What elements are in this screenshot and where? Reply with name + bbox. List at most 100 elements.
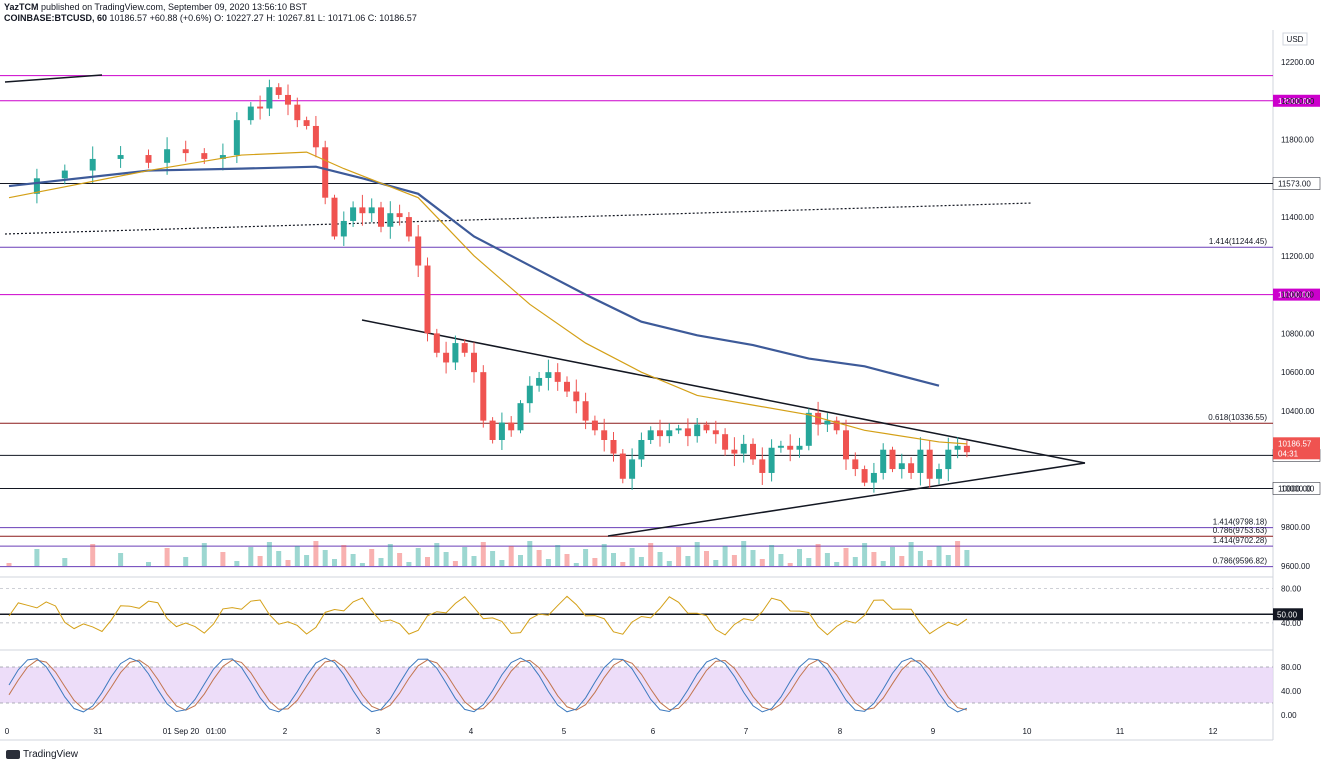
volume-bar <box>787 563 793 566</box>
level-tag-1 <box>1273 94 1320 107</box>
candle <box>777 445 784 448</box>
candle <box>526 385 533 404</box>
volume-bar <box>890 547 895 566</box>
currency-box <box>1282 32 1308 46</box>
candle <box>833 420 840 431</box>
price-tick-4: 11200.00 <box>1281 252 1314 261</box>
volume-bar <box>871 552 877 566</box>
rsi-level-label: 50.00 <box>1277 610 1298 619</box>
volume-bar <box>164 548 170 566</box>
candle <box>164 149 171 163</box>
rsi-tick-1: 40.00 <box>1281 619 1302 628</box>
candle <box>396 213 403 218</box>
volume-bar <box>518 555 523 566</box>
candle <box>461 343 468 353</box>
price-change: +60.88 (+0.6%) <box>149 13 212 23</box>
rsi-tick-0: 80.00 <box>1281 585 1302 594</box>
candle <box>350 207 357 221</box>
volume-bar <box>676 547 682 566</box>
candle <box>233 120 240 156</box>
volume-bar <box>927 560 933 566</box>
price-tick-0: 12200.00 <box>1281 58 1315 67</box>
volume-bar <box>443 552 449 566</box>
volume-bar <box>694 542 700 566</box>
candle <box>619 453 626 479</box>
price-tick-8: 10400.00 <box>1281 407 1315 416</box>
volume-bar <box>797 549 802 566</box>
candle <box>471 352 477 373</box>
last-price-label: 10186.57 <box>1278 439 1312 448</box>
level-tag-label-1: 12000.00 <box>1278 97 1312 106</box>
symbol-label[interactable]: COINBASE:BTCUSD, 60 <box>4 13 108 23</box>
candle <box>387 213 394 227</box>
volume-bar <box>741 541 747 566</box>
volume-bar <box>257 556 263 566</box>
price-tick-9: 10000.00 <box>1281 484 1315 493</box>
volume-bar <box>862 543 868 566</box>
volume-bar <box>964 550 970 566</box>
candle <box>917 449 924 473</box>
candle <box>378 207 384 227</box>
volume-bar <box>406 562 412 566</box>
volume-bar <box>834 562 840 566</box>
volume-bar <box>146 562 151 566</box>
candle <box>312 125 319 148</box>
moving-average-slow <box>8 165 940 387</box>
candle <box>936 469 942 479</box>
tradingview-logo[interactable]: TradingView <box>6 749 78 760</box>
level-label-9: 0.786(9753.63) <box>1213 526 1268 535</box>
candle <box>285 94 291 105</box>
candle <box>405 217 412 237</box>
volume-bar <box>452 561 458 566</box>
volume-bar <box>415 548 421 566</box>
candle <box>275 87 282 95</box>
volume-bar <box>118 553 124 566</box>
published-info: published on TradingView.com, September … <box>41 2 308 12</box>
candle <box>684 428 691 437</box>
currency-label: USD <box>1287 35 1304 44</box>
countdown-label: 04:31 <box>1278 449 1299 458</box>
volume-bar <box>471 556 477 566</box>
volume-bar <box>666 561 672 566</box>
candle <box>545 372 552 378</box>
volume-bar <box>611 553 616 566</box>
candle <box>675 428 682 431</box>
volume-bar <box>6 563 12 566</box>
candle <box>303 120 310 126</box>
time-tick-5: 3 <box>376 727 381 736</box>
candle <box>824 420 831 425</box>
volume-bar <box>397 553 403 566</box>
time-tick-2: 01 Sep 20 <box>163 727 200 736</box>
candle <box>424 265 431 334</box>
price-tick-2: 11800.00 <box>1281 136 1314 145</box>
candle <box>117 155 124 159</box>
level-tag-2 <box>1272 177 1321 190</box>
volume-bar <box>304 555 310 566</box>
volume-bar <box>369 549 375 566</box>
candle <box>908 463 915 473</box>
volume-bar <box>657 552 663 566</box>
candle <box>694 424 701 437</box>
stoch-k-line <box>8 657 968 713</box>
candle <box>740 443 747 454</box>
volume-bar <box>638 557 644 566</box>
brand-label: TradingView <box>23 749 79 760</box>
volume-bar <box>778 554 784 566</box>
author-name[interactable]: YazTCM <box>4 2 39 12</box>
candle <box>870 472 877 483</box>
volume-bar <box>731 555 737 566</box>
candle <box>443 352 450 363</box>
volume-bar <box>434 543 440 566</box>
candle <box>805 412 812 446</box>
candle <box>954 445 961 450</box>
volume-bar <box>899 556 905 566</box>
candle <box>852 459 859 470</box>
volume-bar <box>806 558 812 566</box>
candle <box>359 207 366 214</box>
candle <box>945 449 952 470</box>
volume-bar <box>313 541 319 566</box>
candle <box>638 440 645 460</box>
price-tick-11: 9600.00 <box>1281 562 1310 571</box>
volume-bar <box>359 563 365 566</box>
